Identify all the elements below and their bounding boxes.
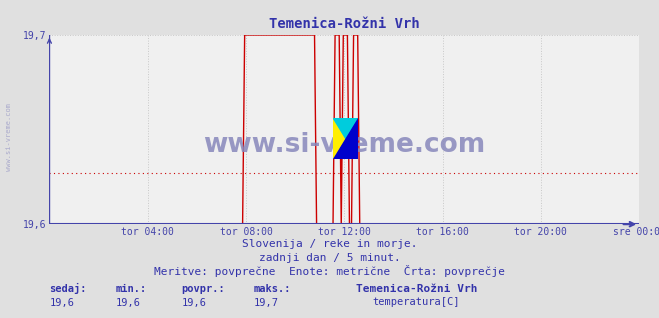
Text: Temenica-Rožni Vrh: Temenica-Rožni Vrh — [356, 284, 477, 294]
Text: 19,6: 19,6 — [49, 298, 74, 308]
Text: Meritve: povprečne  Enote: metrične  Črta: povprečje: Meritve: povprečne Enote: metrične Črta:… — [154, 266, 505, 277]
Polygon shape — [333, 118, 358, 159]
Text: povpr.:: povpr.: — [181, 284, 225, 294]
Text: sedaj:: sedaj: — [49, 283, 87, 294]
Text: 19,6: 19,6 — [181, 298, 206, 308]
Title: Temenica-Rožni Vrh: Temenica-Rožni Vrh — [269, 17, 420, 31]
Text: temperatura[C]: temperatura[C] — [372, 297, 460, 307]
Polygon shape — [333, 118, 358, 159]
Text: maks.:: maks.: — [254, 284, 291, 294]
Text: zadnji dan / 5 minut.: zadnji dan / 5 minut. — [258, 253, 401, 263]
Text: www.si-vreme.com: www.si-vreme.com — [203, 132, 486, 158]
Text: min.:: min.: — [115, 284, 146, 294]
Text: Slovenija / reke in morje.: Slovenija / reke in morje. — [242, 239, 417, 249]
Polygon shape — [333, 118, 358, 159]
Text: www.si-vreme.com: www.si-vreme.com — [5, 103, 12, 171]
Text: 19,7: 19,7 — [254, 298, 279, 308]
Text: 19,6: 19,6 — [115, 298, 140, 308]
